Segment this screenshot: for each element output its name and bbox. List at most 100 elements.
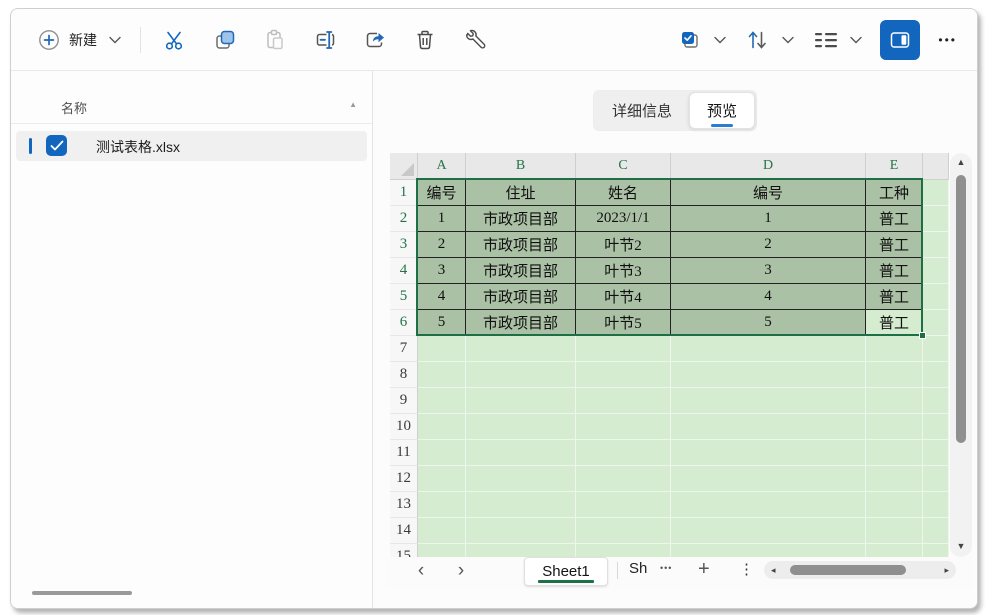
empty-cell[interactable] bbox=[866, 518, 923, 544]
select-all-corner[interactable] bbox=[390, 153, 418, 180]
empty-cell[interactable] bbox=[671, 362, 866, 388]
cell-A4[interactable]: 3 bbox=[418, 258, 466, 284]
sheet-horizontal-scrollbar[interactable]: ◂ ▸ bbox=[764, 561, 956, 579]
cell-D6[interactable]: 5 bbox=[671, 310, 866, 336]
row-header-14[interactable]: 14 bbox=[390, 518, 418, 544]
sheet-options-kebab-icon[interactable]: ⋮ bbox=[733, 559, 760, 579]
empty-cell[interactable] bbox=[866, 388, 923, 414]
cell-A3[interactable]: 2 bbox=[418, 232, 466, 258]
cell-C4[interactable]: 叶节3 bbox=[576, 258, 671, 284]
cell-C5[interactable]: 叶节4 bbox=[576, 284, 671, 310]
empty-cell[interactable] bbox=[466, 466, 576, 492]
empty-cell[interactable] bbox=[671, 440, 866, 466]
empty-cell[interactable] bbox=[576, 388, 671, 414]
row-header-3[interactable]: 3 bbox=[390, 232, 418, 258]
tools-button[interactable] bbox=[455, 20, 495, 60]
vertical-scroll-thumb[interactable] bbox=[956, 175, 966, 443]
sort-dropdown-chevron[interactable] bbox=[778, 20, 798, 60]
scroll-up-icon[interactable]: ▲ bbox=[956, 157, 966, 167]
rename-button[interactable] bbox=[305, 20, 345, 60]
empty-cell[interactable] bbox=[466, 544, 576, 557]
empty-cell[interactable] bbox=[576, 336, 671, 362]
sheet-tab-truncated[interactable]: Sh bbox=[629, 560, 648, 577]
row-header-10[interactable]: 10 bbox=[390, 414, 418, 440]
empty-cell[interactable] bbox=[466, 388, 576, 414]
file-list-horizontal-scrollbar[interactable] bbox=[32, 591, 132, 595]
sheet-nav-right-button[interactable]: › bbox=[448, 558, 474, 584]
empty-cell[interactable] bbox=[418, 518, 466, 544]
row-header-5[interactable]: 5 bbox=[390, 284, 418, 310]
row-header-7[interactable]: 7 bbox=[390, 336, 418, 362]
row-header-1[interactable]: 1 bbox=[390, 180, 418, 206]
empty-cell[interactable] bbox=[576, 492, 671, 518]
empty-cell[interactable] bbox=[418, 388, 466, 414]
select-dropdown-chevron[interactable] bbox=[710, 20, 730, 60]
empty-cell[interactable] bbox=[866, 362, 923, 388]
cell-E5[interactable]: 普工 bbox=[866, 284, 923, 310]
cell-E1[interactable]: 工种 bbox=[866, 180, 923, 206]
preview-pane-toggle-button[interactable] bbox=[880, 19, 921, 60]
scroll-down-icon[interactable]: ▼ bbox=[956, 541, 966, 551]
cell-C2[interactable]: 2023/1/1 bbox=[576, 206, 671, 232]
scroll-right-icon[interactable]: ▸ bbox=[944, 565, 949, 575]
empty-cell[interactable] bbox=[418, 336, 466, 362]
paste-button[interactable] bbox=[255, 20, 295, 60]
empty-cell[interactable] bbox=[466, 362, 576, 388]
empty-cell[interactable] bbox=[466, 518, 576, 544]
column-header-D[interactable]: D bbox=[671, 153, 866, 180]
cell-C3[interactable]: 叶节2 bbox=[576, 232, 671, 258]
cell-B2[interactable]: 市政项目部 bbox=[466, 206, 576, 232]
empty-cell[interactable] bbox=[418, 466, 466, 492]
empty-cell[interactable] bbox=[671, 466, 866, 492]
view-dropdown-chevron[interactable] bbox=[846, 20, 866, 60]
cell-A1[interactable]: 编号 bbox=[418, 180, 466, 206]
select-all-button[interactable] bbox=[670, 20, 710, 60]
sheet-overflow-dots-icon[interactable]: ••• bbox=[654, 562, 678, 574]
cell-B6[interactable]: 市政项目部 bbox=[466, 310, 576, 336]
row-header-11[interactable]: 11 bbox=[390, 440, 418, 466]
empty-cell[interactable] bbox=[576, 544, 671, 557]
tab-details[interactable]: 详细信息 bbox=[611, 103, 672, 120]
empty-cell[interactable] bbox=[576, 414, 671, 440]
cell-B1[interactable]: 住址 bbox=[466, 180, 576, 206]
row-header-8[interactable]: 8 bbox=[390, 362, 418, 388]
copy-button[interactable] bbox=[205, 20, 245, 60]
empty-cell[interactable] bbox=[418, 492, 466, 518]
row-header-2[interactable]: 2 bbox=[390, 206, 418, 232]
cell-D2[interactable]: 1 bbox=[671, 206, 866, 232]
tab-preview[interactable]: 预览 bbox=[689, 92, 756, 129]
row-header-15[interactable]: 15 bbox=[390, 544, 418, 557]
see-more-button[interactable]: ••• bbox=[932, 32, 963, 48]
cell-E6[interactable]: 普工 bbox=[866, 310, 923, 336]
empty-cell[interactable] bbox=[923, 206, 949, 232]
empty-cell[interactable] bbox=[923, 492, 949, 518]
column-header-partial[interactable] bbox=[923, 153, 949, 180]
empty-cell[interactable] bbox=[576, 466, 671, 492]
row-header-13[interactable]: 13 bbox=[390, 492, 418, 518]
empty-cell[interactable] bbox=[866, 440, 923, 466]
delete-button[interactable] bbox=[405, 20, 445, 60]
empty-cell[interactable] bbox=[466, 440, 576, 466]
empty-cell[interactable] bbox=[866, 544, 923, 557]
add-sheet-button[interactable]: + bbox=[692, 557, 716, 582]
cell-B4[interactable]: 市政项目部 bbox=[466, 258, 576, 284]
empty-cell[interactable] bbox=[866, 466, 923, 492]
empty-cell[interactable] bbox=[923, 336, 949, 362]
column-header-E[interactable]: E bbox=[866, 153, 923, 180]
fill-handle[interactable] bbox=[919, 332, 926, 339]
empty-cell[interactable] bbox=[923, 310, 949, 336]
empty-cell[interactable] bbox=[923, 258, 949, 284]
cell-A5[interactable]: 4 bbox=[418, 284, 466, 310]
cell-D5[interactable]: 4 bbox=[671, 284, 866, 310]
scroll-left-icon[interactable]: ◂ bbox=[771, 565, 776, 575]
view-button[interactable] bbox=[806, 20, 846, 60]
new-button[interactable]: 新建 bbox=[27, 20, 131, 60]
empty-cell[interactable] bbox=[923, 440, 949, 466]
sort-button[interactable] bbox=[738, 20, 778, 60]
cell-D1[interactable]: 编号 bbox=[671, 180, 866, 206]
file-list-header[interactable]: 名称 ▲ bbox=[11, 71, 372, 124]
column-header-B[interactable]: B bbox=[466, 153, 576, 180]
empty-cell[interactable] bbox=[466, 336, 576, 362]
cell-B3[interactable]: 市政项目部 bbox=[466, 232, 576, 258]
cell-E2[interactable]: 普工 bbox=[866, 206, 923, 232]
